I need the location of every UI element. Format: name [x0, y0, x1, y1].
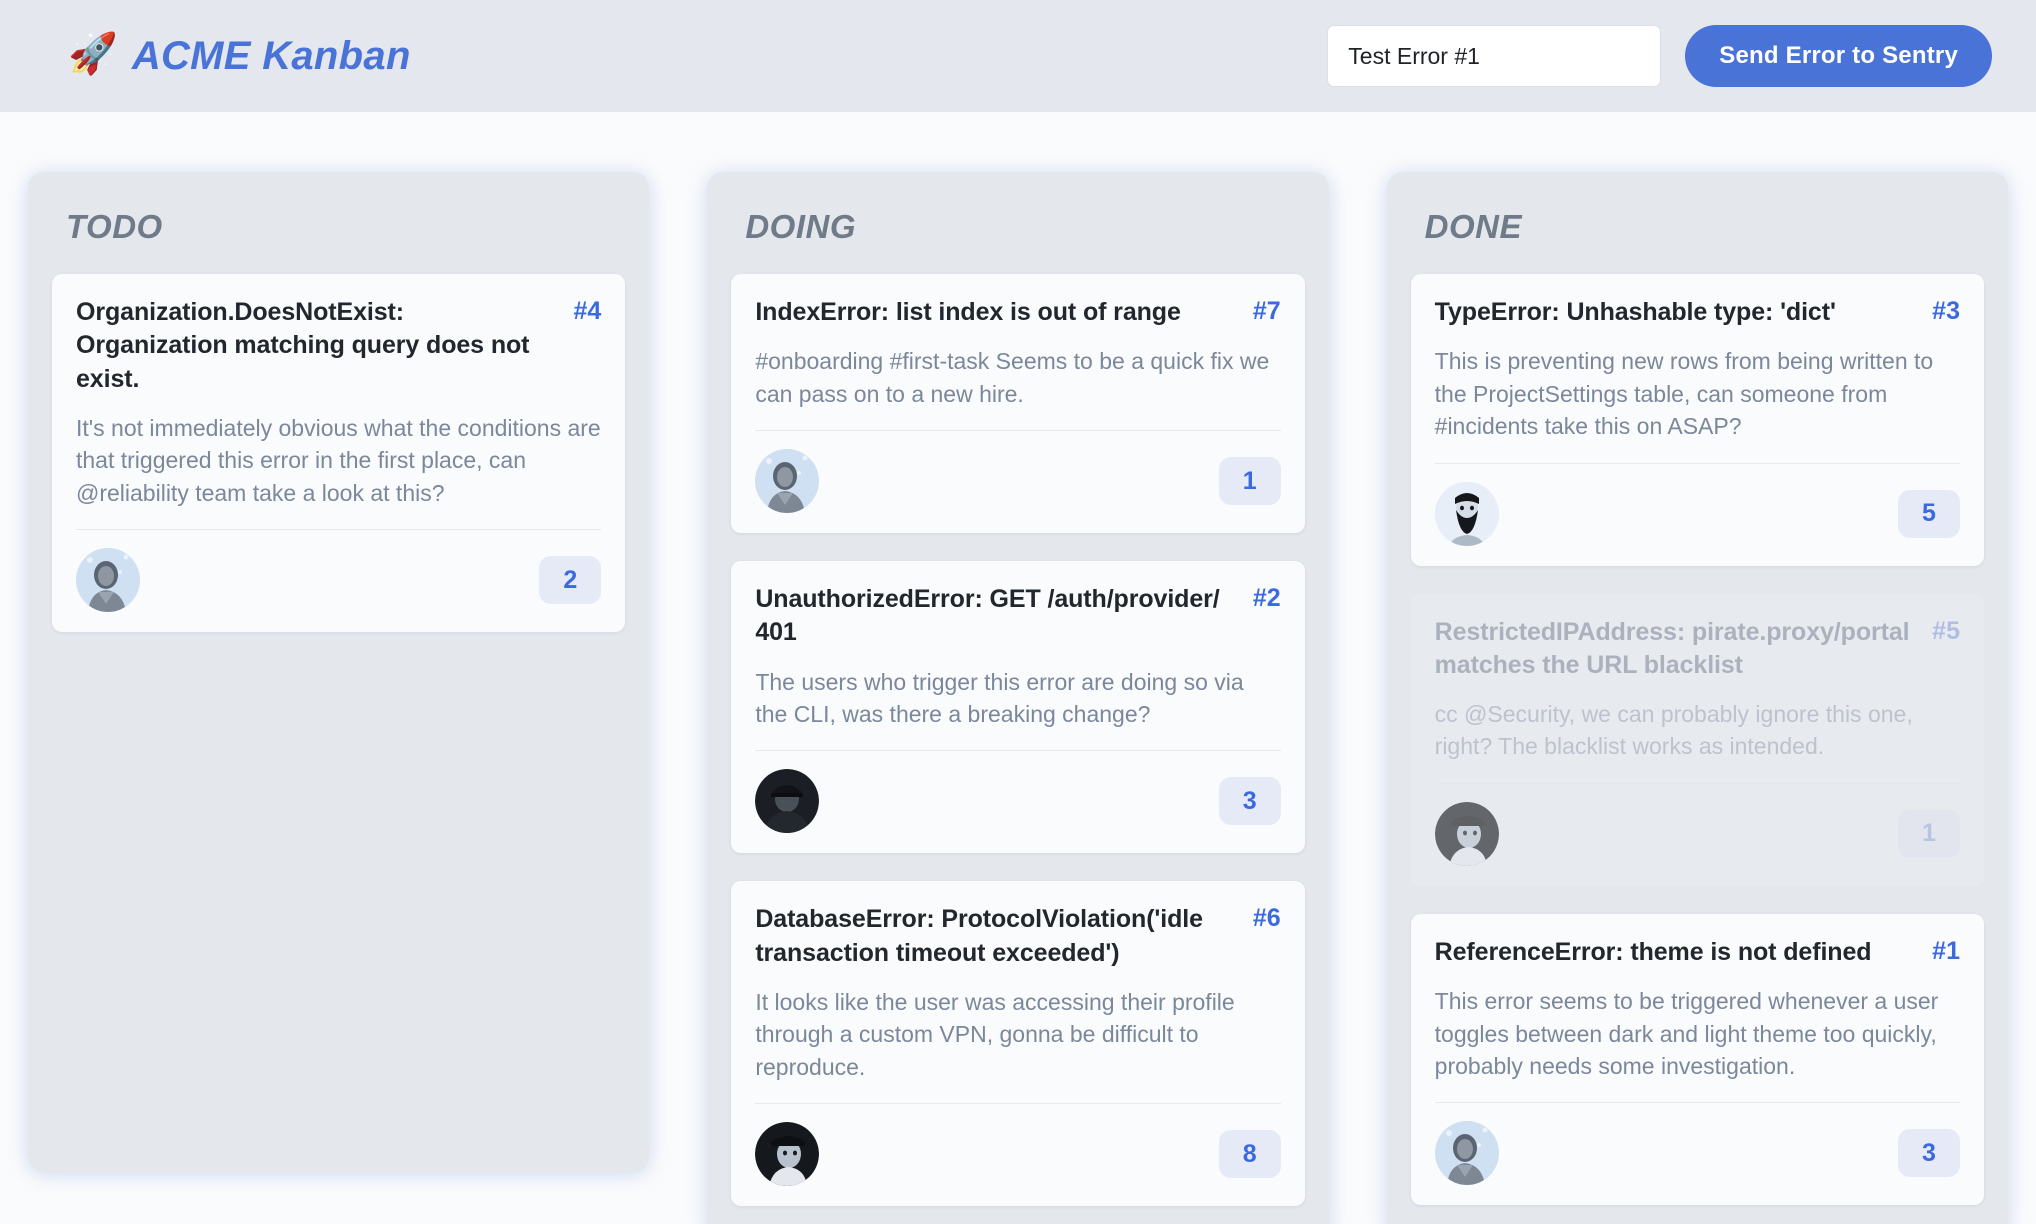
column-title-todo: TODO: [66, 208, 163, 245]
comment-count-badge: 3: [1218, 777, 1281, 826]
card-title: UnauthorizedError: GET /auth/provider/ 4…: [755, 585, 1220, 647]
card[interactable]: IndexError: list index is out of range #…: [731, 274, 1305, 534]
card[interactable]: TypeError: Unhashable type: 'dict' #3 Th…: [1410, 274, 1984, 566]
card-title: DatabaseError: ProtocolViolation('idle t…: [755, 905, 1203, 967]
avatar[interactable]: [1434, 1121, 1499, 1186]
card-title: IndexError: list index is out of range: [755, 298, 1181, 326]
column-todo[interactable]: TODO Organization.DoesNotExist: Organiza…: [28, 172, 650, 1172]
kanban-board: TODO Organization.DoesNotExist: Organiza…: [0, 112, 2036, 1224]
card-footer: 3: [755, 750, 1281, 834]
error-name-input[interactable]: [1327, 25, 1662, 87]
card-reference: #3: [1932, 297, 1960, 325]
comment-count-badge: 8: [1218, 1130, 1281, 1179]
card-title: TypeError: Unhashable type: 'dict': [1434, 298, 1836, 326]
app-title: ACME Kanban: [131, 33, 411, 78]
card-title: Organization.DoesNotExist: Organization …: [76, 298, 530, 393]
card-body: #onboarding #first-task Seems to be a qu…: [755, 348, 1270, 407]
avatar[interactable]: [1434, 481, 1499, 546]
card-title: RestrictedIPAddress: pirate.proxy/portal…: [1434, 617, 1910, 679]
card-reference: #6: [1252, 904, 1281, 933]
card-head: RestrictedIPAddress: pirate.proxy/portal…: [1435, 616, 1960, 683]
card[interactable]: UnauthorizedError: GET /auth/provider/ 4…: [731, 561, 1305, 854]
card-head: IndexError: list index is out of range #…: [755, 296, 1280, 329]
card[interactable]: Organization.DoesNotExist: Organization …: [52, 274, 626, 633]
app-header: 🚀 ACME Kanban Send Error to Sentry: [0, 0, 2036, 112]
card-head: Organization.DoesNotExist: Organization …: [76, 296, 601, 396]
card-title: ReferenceError: theme is not defined: [1434, 937, 1872, 966]
card-footer: 2: [76, 529, 602, 613]
comment-count-badge: 1: [1897, 809, 1960, 858]
comment-count-badge: 3: [1897, 1129, 1960, 1178]
avatar[interactable]: [755, 769, 820, 834]
column-title-done: DONE: [1424, 208, 1522, 245]
card-list-todo: Organization.DoesNotExist: Organization …: [52, 274, 626, 633]
card-head: DatabaseError: ProtocolViolation('idle t…: [755, 903, 1280, 970]
card-reference: #4: [573, 297, 602, 325]
comment-count-badge: 5: [1897, 489, 1960, 538]
card-footer: 1: [1434, 782, 1960, 866]
avatar[interactable]: [755, 449, 820, 514]
card-footer: 5: [1434, 462, 1960, 546]
column-doing[interactable]: DOING IndexError: list index is out of r…: [707, 172, 1329, 1224]
card-body: cc @Security, we can probably ignore thi…: [1434, 701, 1913, 760]
column-done[interactable]: DONE TypeError: Unhashable type: 'dict' …: [1386, 172, 2008, 1224]
comment-count-badge: 2: [539, 556, 602, 605]
card-head: TypeError: Unhashable type: 'dict' #3: [1435, 296, 1960, 329]
avatar[interactable]: [755, 1122, 820, 1187]
card[interactable]: RestrictedIPAddress: pirate.proxy/portal…: [1410, 593, 1984, 886]
card-footer: 3: [1434, 1102, 1960, 1186]
card-list-done: TypeError: Unhashable type: 'dict' #3 Th…: [1410, 274, 1984, 1206]
card[interactable]: ReferenceError: theme is not defined #1 …: [1410, 913, 1984, 1206]
card-reference: #1: [1932, 936, 1960, 965]
brand: 🚀 ACME Kanban: [68, 34, 411, 79]
avatar[interactable]: [1434, 801, 1499, 866]
comment-count-badge: 1: [1218, 457, 1281, 506]
card-body: This is preventing new rows from being w…: [1434, 348, 1934, 440]
card[interactable]: DatabaseError: ProtocolViolation('idle t…: [731, 881, 1305, 1207]
card-body: This error seems to be triggered wheneve…: [1434, 988, 1939, 1079]
rocket-icon: 🚀: [68, 32, 118, 76]
card-footer: 8: [755, 1103, 1281, 1187]
card-footer: 1: [755, 430, 1281, 514]
card-reference: #5: [1932, 616, 1960, 645]
card-reference: #2: [1252, 584, 1281, 613]
header-controls: Send Error to Sentry: [1327, 25, 1992, 87]
card-body: It looks like the user was accessing the…: [755, 988, 1235, 1080]
card-body: The users who trigger this error are doi…: [755, 668, 1244, 728]
avatar[interactable]: [76, 548, 140, 613]
card-head: UnauthorizedError: GET /auth/provider/ 4…: [755, 583, 1280, 650]
send-error-to-sentry-button[interactable]: Send Error to Sentry: [1685, 25, 1992, 87]
card-list-doing: IndexError: list index is out of range #…: [731, 274, 1305, 1207]
card-reference: #7: [1252, 297, 1281, 325]
card-head: ReferenceError: theme is not defined #1: [1435, 936, 1960, 969]
column-title-doing: DOING: [745, 208, 856, 245]
card-body: It's not immediately obvious what the co…: [76, 414, 601, 506]
